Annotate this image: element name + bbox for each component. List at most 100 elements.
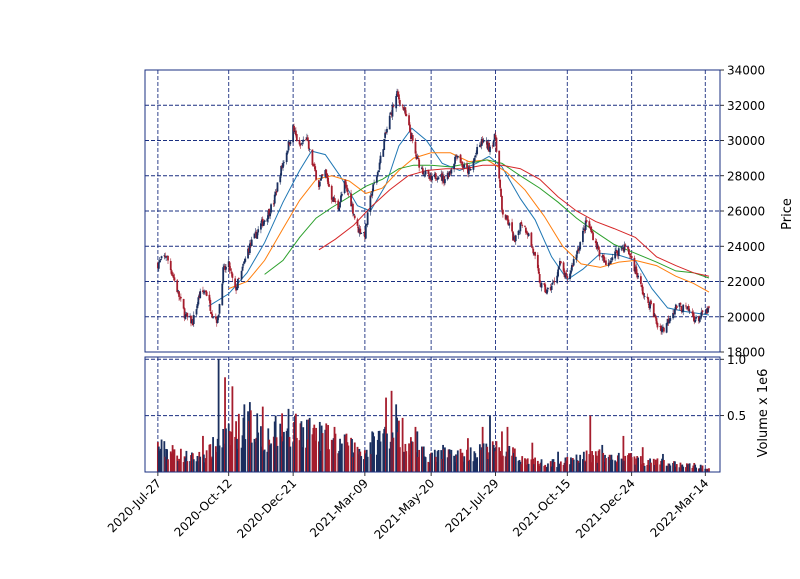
volume-bar bbox=[549, 461, 552, 472]
volume-bar bbox=[557, 451, 559, 472]
volume-bar bbox=[611, 459, 614, 472]
volume-bar bbox=[351, 438, 353, 472]
candle-body bbox=[345, 184, 348, 188]
candle-body bbox=[260, 219, 263, 223]
volume-bar bbox=[454, 462, 456, 472]
candle-body bbox=[257, 229, 260, 233]
candle-body bbox=[440, 174, 443, 178]
candle-body bbox=[427, 169, 430, 175]
volume-bar bbox=[481, 426, 484, 472]
candle-body bbox=[267, 210, 270, 219]
candle-body bbox=[569, 273, 571, 279]
candle-body bbox=[347, 193, 350, 195]
volume-bar bbox=[167, 459, 169, 472]
candle-body bbox=[449, 171, 452, 173]
volume-bar bbox=[643, 465, 646, 472]
candle-body bbox=[366, 212, 369, 225]
candle-body bbox=[190, 315, 192, 324]
volume-bar bbox=[588, 454, 591, 472]
candle-body bbox=[628, 254, 631, 256]
volume-bar bbox=[585, 450, 588, 472]
candle-body bbox=[163, 255, 166, 257]
volume-bar bbox=[433, 449, 436, 472]
volume-bar bbox=[698, 468, 701, 472]
volume-bar bbox=[598, 449, 601, 472]
candle-body bbox=[513, 236, 515, 240]
volume-tick-label: 0.5 bbox=[727, 409, 746, 423]
candle-body bbox=[172, 274, 175, 278]
candle-body bbox=[416, 156, 419, 159]
volume-bar bbox=[667, 463, 670, 472]
volume-bar bbox=[511, 455, 513, 472]
volume-bar bbox=[488, 452, 490, 472]
candle-body bbox=[686, 306, 689, 309]
candle-body bbox=[315, 170, 318, 180]
candle-body bbox=[489, 146, 491, 153]
candle-body bbox=[437, 177, 440, 180]
volume-bar bbox=[635, 458, 638, 472]
candle-body bbox=[230, 271, 233, 274]
volume-bar bbox=[468, 459, 471, 472]
candle-body bbox=[486, 141, 489, 149]
candle-body bbox=[540, 282, 543, 288]
volume-bar bbox=[176, 455, 179, 472]
candle-body bbox=[377, 170, 380, 173]
candle-body bbox=[602, 254, 605, 258]
candle-body bbox=[221, 283, 224, 306]
candle-body bbox=[597, 246, 600, 250]
candle-body bbox=[396, 91, 398, 97]
candle-body bbox=[441, 173, 444, 181]
candle-body bbox=[185, 313, 188, 317]
volume-bar bbox=[673, 461, 675, 472]
volume-tick-label: 1.0 bbox=[727, 353, 746, 367]
volume-bar bbox=[623, 460, 626, 472]
candle-body bbox=[562, 262, 565, 272]
volume-bar bbox=[396, 417, 398, 472]
volume-bar bbox=[674, 461, 676, 472]
candle-body bbox=[383, 138, 386, 150]
volume-bar bbox=[235, 421, 237, 472]
volume-bar bbox=[605, 458, 607, 472]
volume-bar bbox=[525, 464, 528, 472]
volume-bar bbox=[609, 460, 612, 472]
volume-bar bbox=[708, 468, 710, 472]
candle-body bbox=[306, 137, 309, 141]
volume-bar bbox=[455, 454, 457, 472]
volume-bar bbox=[640, 464, 643, 472]
volume-bar bbox=[326, 449, 329, 472]
volume-bar bbox=[421, 446, 423, 472]
moving-average-layer bbox=[208, 127, 710, 316]
volume-bar bbox=[596, 462, 599, 472]
candle-body bbox=[495, 137, 498, 152]
volume-bar bbox=[313, 424, 316, 472]
candle-body bbox=[635, 266, 638, 275]
candle-body bbox=[186, 312, 189, 317]
candle-body bbox=[382, 149, 385, 157]
candle-body bbox=[582, 230, 584, 243]
candle-body bbox=[421, 167, 423, 169]
volume-bar bbox=[597, 450, 600, 472]
volume-bar bbox=[607, 456, 610, 472]
volume-bar bbox=[340, 443, 343, 472]
price-tick-label: 18000 bbox=[727, 346, 765, 360]
candle-body bbox=[404, 107, 407, 115]
candle-body bbox=[222, 267, 225, 283]
candle-body bbox=[279, 176, 282, 183]
volume-bar bbox=[286, 428, 289, 472]
candle-body bbox=[314, 166, 317, 172]
candle-body bbox=[590, 226, 593, 232]
volume-bar bbox=[647, 460, 650, 472]
volume-bar bbox=[505, 451, 508, 472]
volume-bar bbox=[397, 432, 399, 472]
candle-body bbox=[351, 204, 353, 207]
volume-bar bbox=[418, 449, 421, 472]
volume-bar bbox=[547, 463, 549, 472]
volume-bar bbox=[700, 468, 703, 472]
candle-body bbox=[592, 232, 594, 241]
volume-bar bbox=[499, 451, 502, 472]
candle-body bbox=[469, 168, 472, 171]
volume-bar bbox=[453, 455, 456, 472]
volume-bar bbox=[678, 467, 681, 472]
candle-body bbox=[191, 319, 193, 324]
volume-bar bbox=[450, 449, 453, 472]
